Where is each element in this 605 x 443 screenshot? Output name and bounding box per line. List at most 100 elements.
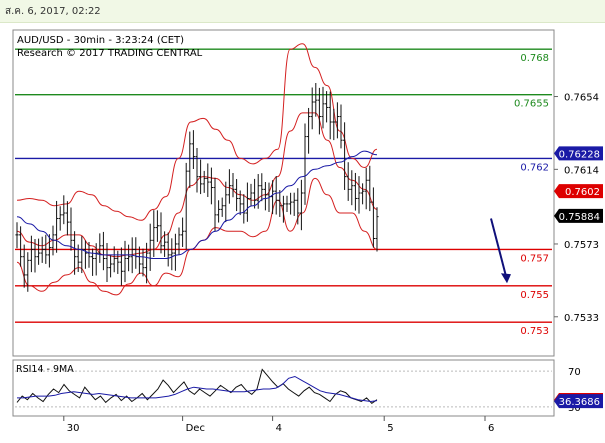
forecast-arrow-head xyxy=(501,273,511,284)
price-bar-84 xyxy=(317,87,321,135)
price-bar-99 xyxy=(371,187,375,248)
price-bar-68 xyxy=(260,173,264,202)
price-bar-91 xyxy=(343,122,347,190)
price-bar-42 xyxy=(166,232,170,267)
price-bar-59 xyxy=(227,169,231,204)
price-bar-47 xyxy=(184,162,188,250)
price-tag-0-box xyxy=(554,146,603,161)
price-bar-9 xyxy=(47,234,51,268)
price-bar-66 xyxy=(253,178,257,209)
price-bar-1 xyxy=(19,226,23,267)
rsi-ma-line xyxy=(17,375,378,403)
price-bar-60 xyxy=(231,173,235,198)
price-bar-71 xyxy=(271,180,275,215)
price-bar-12 xyxy=(58,206,62,231)
chart-title: AUD/USD - 30min - 3:23:24 (CET) xyxy=(17,35,184,46)
price-bar-90 xyxy=(339,104,343,149)
forecast-arrow-shaft xyxy=(490,218,507,277)
rsi-indicator: 70 30 xyxy=(15,367,581,414)
moving-average xyxy=(16,150,378,259)
price-bar-40 xyxy=(159,212,163,254)
price-tick-label-2: 0.7573 xyxy=(564,240,599,251)
price-bar-22 xyxy=(94,243,98,276)
price-tag-0-label: 0.76228 xyxy=(559,149,600,160)
price-bar-35 xyxy=(141,248,145,277)
price-tag-1-label: 0.7602 xyxy=(565,187,600,198)
price-bar-29 xyxy=(119,247,123,286)
price-bar-52 xyxy=(202,170,206,193)
rsi-tick-label-0: 70 xyxy=(568,367,581,378)
price-bar-30 xyxy=(123,240,127,283)
price-bar-86 xyxy=(325,91,329,123)
rsi-label: RSI14 - 9MA xyxy=(16,364,74,375)
price-bar-8 xyxy=(44,234,48,264)
price-bar-82 xyxy=(310,87,314,130)
price-bar-57 xyxy=(220,197,224,217)
main-panel-frame xyxy=(12,29,555,357)
price-bar-72 xyxy=(274,176,278,215)
rsi-tick-label-1: 30 xyxy=(568,403,581,414)
price-tag-2-box xyxy=(554,208,603,223)
price-bar-4 xyxy=(29,235,33,273)
price-bar-14 xyxy=(65,201,69,236)
price-bar-24 xyxy=(101,231,105,271)
price-bar-48 xyxy=(188,131,192,188)
price-tick-label-1: 0.7614 xyxy=(564,165,599,176)
price-bar-77 xyxy=(292,192,296,216)
price-tag-1-box xyxy=(554,184,603,199)
rsi-line xyxy=(16,368,378,404)
price-bar-62 xyxy=(238,190,242,216)
price-bar-75 xyxy=(285,195,289,212)
chart-subtitle: Research © 2017 TRADING CENTRAL xyxy=(17,48,203,59)
price-bar-83 xyxy=(314,82,318,117)
price-bar-44 xyxy=(173,233,177,271)
price-bar-87 xyxy=(328,91,332,140)
price-tag-1: 0.7602 xyxy=(554,184,603,199)
rsi-panel-frame xyxy=(12,359,555,417)
price-tag-2: 0.75884 xyxy=(554,208,603,223)
price-bar-37 xyxy=(148,223,152,271)
forecast-arrow xyxy=(490,218,511,284)
price-bar-97 xyxy=(364,167,368,210)
timestamp-text: ส.ค. 6, 2017, 02:22 xyxy=(5,6,101,17)
level-label-5: 0.753 xyxy=(520,326,549,337)
rsi-tag-1: 36.3686 xyxy=(554,394,603,409)
level-label-3: 0.757 xyxy=(520,253,549,264)
price-tick-label-3: 0.7533 xyxy=(564,313,599,324)
price-bar-25 xyxy=(105,242,109,283)
price-bar-73 xyxy=(278,190,282,217)
price-bar-3 xyxy=(26,252,30,292)
price-bar-0 xyxy=(15,222,19,249)
price-bar-19 xyxy=(83,240,87,269)
price-bar-81 xyxy=(307,107,311,154)
price-bar-46 xyxy=(181,217,185,247)
price-bar-49 xyxy=(191,130,195,169)
price-bar-2 xyxy=(22,244,26,288)
price-bar-45 xyxy=(177,227,181,256)
price-bar-27 xyxy=(112,246,116,273)
price-bar-50 xyxy=(195,147,199,193)
price-bar-26 xyxy=(109,255,113,278)
price-bar-69 xyxy=(263,181,267,211)
price-bar-36 xyxy=(145,242,149,284)
price-bar-23 xyxy=(98,233,102,263)
price-bar-74 xyxy=(281,195,285,223)
price-bar-95 xyxy=(357,176,361,214)
moving-average-line xyxy=(16,150,378,259)
price-bar-65 xyxy=(249,183,253,206)
price-bar-41 xyxy=(163,231,167,257)
price-bar-5 xyxy=(33,239,37,273)
x-tick-label-4: 6 xyxy=(488,423,494,434)
price-bar-31 xyxy=(127,244,131,272)
x-tick-label-1: Dec xyxy=(186,423,205,434)
price-bar-64 xyxy=(245,182,249,222)
price-bar-92 xyxy=(346,162,350,201)
price-bar-79 xyxy=(299,179,303,231)
price-bar-55 xyxy=(213,177,217,232)
axes: 0.7654 0.7614 0.7573 0.7533 30 Dec 4 5 6 xyxy=(63,93,599,434)
price-bar-53 xyxy=(206,163,210,197)
price-bar-76 xyxy=(289,192,293,215)
price-bar-58 xyxy=(224,181,228,223)
